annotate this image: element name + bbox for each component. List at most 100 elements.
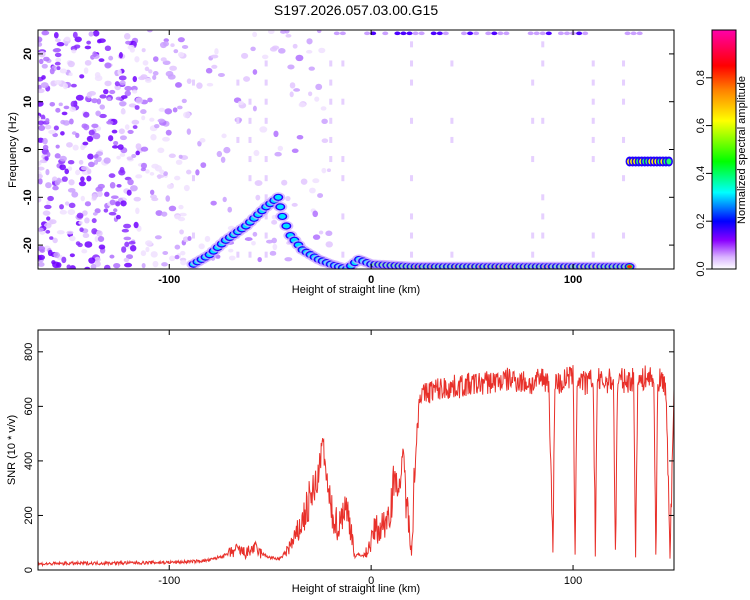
- spectrogram-noise-blob: [222, 196, 227, 203]
- spectrogram-noise-blob: [135, 174, 143, 179]
- spectrogram-noise-blob: [181, 98, 187, 104]
- spectrogram-streak: [329, 98, 333, 105]
- spectrogram-noise-blob: [95, 110, 101, 117]
- spectrogram-noise-blob: [157, 174, 162, 180]
- spectrogram-noise-blob: [72, 31, 78, 39]
- spectrogram-noise-blob: [157, 118, 166, 123]
- spectrogram-noise-blob: [152, 71, 159, 76]
- spectrogram-streak: [591, 117, 595, 124]
- spectrogram-noise-blob: [250, 46, 256, 52]
- spectrogram-noise-blob: [63, 105, 70, 110]
- spectrogram-noise-blob: [49, 67, 55, 75]
- spectrogram-noise-blob: [161, 211, 168, 217]
- spectrogram-streak: [622, 175, 626, 182]
- spectrogram-noise-blob: [173, 49, 179, 54]
- spectrogram-noise-blob: [92, 30, 100, 37]
- spectrogram-noise-blob: [183, 111, 191, 119]
- spectrogram-noise-blob: [141, 115, 146, 121]
- spectrogram-noise-blob: [227, 206, 233, 213]
- spectrogram-noise-blob: [41, 30, 50, 36]
- spectrogram-noise-blob: [66, 230, 74, 235]
- spectrogram-noise-blob: [67, 160, 75, 165]
- spectrogram-noise-blob: [84, 241, 93, 248]
- spectrogram-noise-blob: [325, 241, 333, 248]
- spectrogram-noise-blob: [321, 138, 329, 144]
- spectrogram-streak: [191, 232, 195, 239]
- spectrogram-noise-blob: [78, 159, 84, 165]
- spectrogram-noise-blob: [135, 150, 140, 156]
- spectrogram-noise-blob: [140, 74, 148, 80]
- spectrogram-noise-blob: [210, 54, 219, 59]
- spectrogram-noise-blob: [46, 216, 51, 221]
- spectrogram-noise-blob: [109, 182, 116, 189]
- spectrogram-noise-blob: [56, 66, 61, 71]
- spectrogram-noise-blob: [60, 131, 65, 136]
- spectrogram-noise-blob: [91, 123, 99, 129]
- spectrogram-noise-blob: [165, 129, 172, 136]
- spectrogram-streak: [341, 251, 345, 258]
- spectrogram-noise-blob: [152, 260, 159, 268]
- spectrogram-noise-blob: [41, 63, 48, 69]
- spectrogram-noise-blob: [177, 37, 185, 43]
- spectrogram-noise-blob: [148, 69, 153, 74]
- spectrogram-streak: [191, 79, 195, 86]
- spectrogram-noise-blob: [154, 165, 162, 172]
- spectrogram-noise-blob: [110, 195, 119, 200]
- spectrogram-noise-blob: [44, 204, 52, 210]
- spectrogram-top-band: [527, 31, 534, 36]
- spectrogram-streak: [541, 194, 545, 201]
- spectrogram-noise-blob: [140, 162, 148, 169]
- spectrogram-noise-blob: [40, 82, 49, 89]
- spectrogram-noise-blob: [281, 179, 288, 186]
- spectrogram-noise-blob: [325, 230, 333, 237]
- spectrogram-streak: [622, 98, 626, 105]
- spectrogram-noise-blob: [134, 105, 140, 110]
- spectrogram-streak: [410, 175, 414, 182]
- spectrogram-noise-blob: [287, 64, 295, 70]
- spectrogram-noise-blob: [129, 245, 137, 252]
- spectrogram-streak: [531, 251, 535, 258]
- spectrogram-noise-blob: [38, 173, 43, 179]
- spectrogram-noise-blob: [91, 228, 98, 235]
- spectrogram-noise-blob: [38, 197, 42, 203]
- spectrogram-noise-blob: [205, 67, 213, 74]
- spectrogram-noise-blob: [52, 185, 59, 191]
- spectrogram-noise-blob: [70, 100, 77, 108]
- spectrogram-top-band: [533, 31, 540, 36]
- spectrogram-noise-blob: [280, 30, 287, 34]
- spectrogram-noise-blob: [132, 76, 138, 83]
- spectrogram-noise-blob: [172, 107, 178, 113]
- snr-xlabel: Height of straight line (km): [292, 583, 420, 595]
- spectrogram-noise-blob: [94, 154, 99, 158]
- spectrogram-streak: [591, 232, 595, 239]
- spectrogram-streak: [264, 175, 268, 182]
- spectrogram-noise-blob: [104, 80, 112, 87]
- spectrogram-noise-blob: [108, 135, 114, 142]
- spectrogram-noise-blob: [124, 241, 130, 248]
- spectrogram-noise-blob: [133, 221, 139, 229]
- spectrogram-noise-blob: [140, 250, 147, 257]
- spectrogram-noise-blob: [326, 168, 331, 173]
- spectrogram-noise-blob: [162, 251, 169, 256]
- spectrogram-noise-blob: [87, 161, 95, 168]
- ridge-center: [278, 214, 286, 219]
- spectrogram-noise-blob: [252, 231, 258, 237]
- spectrogram-noise-blob: [123, 33, 131, 40]
- spectrogram-streak: [248, 156, 252, 163]
- spectrogram-noise-blob: [119, 166, 125, 174]
- spectrogram-noise-blob: [113, 263, 121, 269]
- spectrogram-noise-blob: [130, 185, 138, 192]
- spectrogram-noise-blob: [56, 262, 62, 268]
- spectrogram-noise-blob: [45, 182, 52, 189]
- spectrogram-streak: [410, 251, 414, 258]
- spectrogram-noise-blob: [94, 208, 101, 214]
- spectrogram-streak: [531, 117, 535, 124]
- spectrogram-noise-blob: [59, 209, 67, 215]
- spectrogram-noise-blob: [181, 45, 189, 49]
- spectrogram-top-band: [461, 31, 468, 36]
- spectrogram-noise-blob: [69, 118, 74, 125]
- spectrogram-streak: [450, 60, 454, 67]
- spectrogram-noise-blob: [112, 145, 119, 149]
- spectrogram-noise-blob: [86, 175, 92, 182]
